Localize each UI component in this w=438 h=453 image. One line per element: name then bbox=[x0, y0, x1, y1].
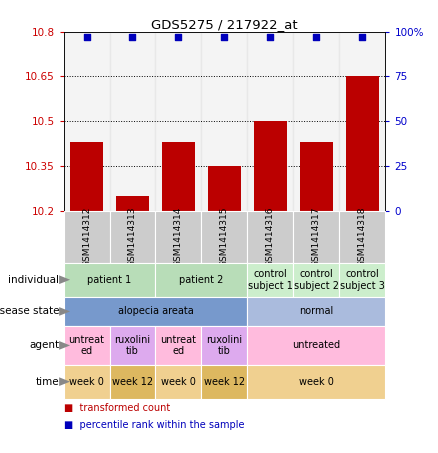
Bar bbox=[64, 326, 110, 365]
Text: individual: individual bbox=[8, 275, 59, 285]
Bar bbox=[339, 32, 385, 211]
Bar bbox=[339, 211, 385, 263]
Text: patient 2: patient 2 bbox=[179, 275, 224, 285]
Bar bbox=[247, 211, 293, 263]
Text: week 0: week 0 bbox=[69, 376, 104, 387]
Bar bbox=[110, 365, 155, 399]
Text: normal: normal bbox=[299, 306, 334, 317]
Bar bbox=[247, 263, 293, 297]
Bar bbox=[201, 326, 247, 365]
Bar bbox=[247, 297, 385, 326]
Bar bbox=[64, 32, 110, 211]
Text: ruxolini
tib: ruxolini tib bbox=[206, 335, 243, 356]
Point bbox=[267, 34, 274, 41]
Bar bbox=[117, 196, 148, 211]
Bar bbox=[110, 32, 155, 211]
Text: patient 1: patient 1 bbox=[87, 275, 132, 285]
Bar bbox=[71, 142, 102, 211]
Point bbox=[129, 34, 136, 41]
Bar bbox=[155, 32, 201, 211]
Text: GSM1414318: GSM1414318 bbox=[358, 207, 367, 267]
Text: ■  percentile rank within the sample: ■ percentile rank within the sample bbox=[64, 420, 244, 430]
Bar bbox=[64, 365, 110, 399]
Text: ruxolini
tib: ruxolini tib bbox=[114, 335, 151, 356]
Bar bbox=[155, 365, 201, 399]
Point bbox=[313, 34, 320, 41]
Text: control
subject 1: control subject 1 bbox=[248, 269, 293, 290]
Text: alopecia areata: alopecia areata bbox=[118, 306, 193, 317]
Bar bbox=[293, 263, 339, 297]
Bar bbox=[300, 142, 332, 211]
Bar bbox=[201, 32, 247, 211]
Text: disease state: disease state bbox=[0, 306, 59, 317]
Bar bbox=[155, 211, 201, 263]
Text: untreat
ed: untreat ed bbox=[160, 335, 197, 356]
Bar bbox=[293, 211, 339, 263]
Text: week 0: week 0 bbox=[161, 376, 196, 387]
Text: untreat
ed: untreat ed bbox=[68, 335, 105, 356]
Text: GSM1414313: GSM1414313 bbox=[128, 207, 137, 267]
Text: GSM1414312: GSM1414312 bbox=[82, 207, 91, 267]
Bar bbox=[64, 297, 247, 326]
Bar bbox=[64, 211, 110, 263]
Text: control
subject 3: control subject 3 bbox=[340, 269, 385, 290]
Bar bbox=[155, 263, 247, 297]
Bar bbox=[339, 263, 385, 297]
Polygon shape bbox=[59, 341, 70, 350]
Bar bbox=[110, 326, 155, 365]
Point bbox=[83, 34, 90, 41]
Text: control
subject 2: control subject 2 bbox=[294, 269, 339, 290]
Text: GSM1414316: GSM1414316 bbox=[266, 207, 275, 267]
Bar bbox=[64, 263, 155, 297]
Text: ■  transformed count: ■ transformed count bbox=[64, 403, 170, 413]
Bar bbox=[346, 77, 378, 211]
Text: week 12: week 12 bbox=[204, 376, 245, 387]
Bar bbox=[155, 326, 201, 365]
Bar bbox=[110, 211, 155, 263]
Bar bbox=[162, 142, 194, 211]
Text: time: time bbox=[35, 376, 59, 387]
Text: GSM1414317: GSM1414317 bbox=[312, 207, 321, 267]
Bar bbox=[201, 365, 247, 399]
Text: untreated: untreated bbox=[293, 340, 340, 351]
Point bbox=[359, 34, 366, 41]
Text: GSM1414315: GSM1414315 bbox=[220, 207, 229, 267]
Polygon shape bbox=[59, 307, 70, 316]
Bar bbox=[247, 32, 293, 211]
Bar bbox=[201, 211, 247, 263]
Bar bbox=[254, 121, 286, 211]
Point bbox=[221, 34, 228, 41]
Text: week 0: week 0 bbox=[299, 376, 334, 387]
Text: agent: agent bbox=[29, 340, 59, 351]
Text: GSM1414314: GSM1414314 bbox=[174, 207, 183, 267]
Bar bbox=[247, 365, 385, 399]
Title: GDS5275 / 217922_at: GDS5275 / 217922_at bbox=[151, 18, 298, 30]
Text: week 12: week 12 bbox=[112, 376, 153, 387]
Polygon shape bbox=[59, 377, 70, 386]
Bar bbox=[293, 32, 339, 211]
Bar bbox=[208, 166, 240, 211]
Polygon shape bbox=[59, 275, 70, 284]
Point bbox=[175, 34, 182, 41]
Bar bbox=[247, 326, 385, 365]
